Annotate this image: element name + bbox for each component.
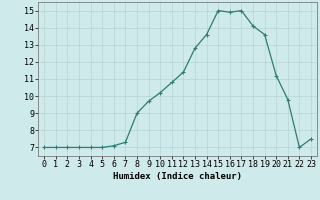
X-axis label: Humidex (Indice chaleur): Humidex (Indice chaleur) [113,172,242,181]
